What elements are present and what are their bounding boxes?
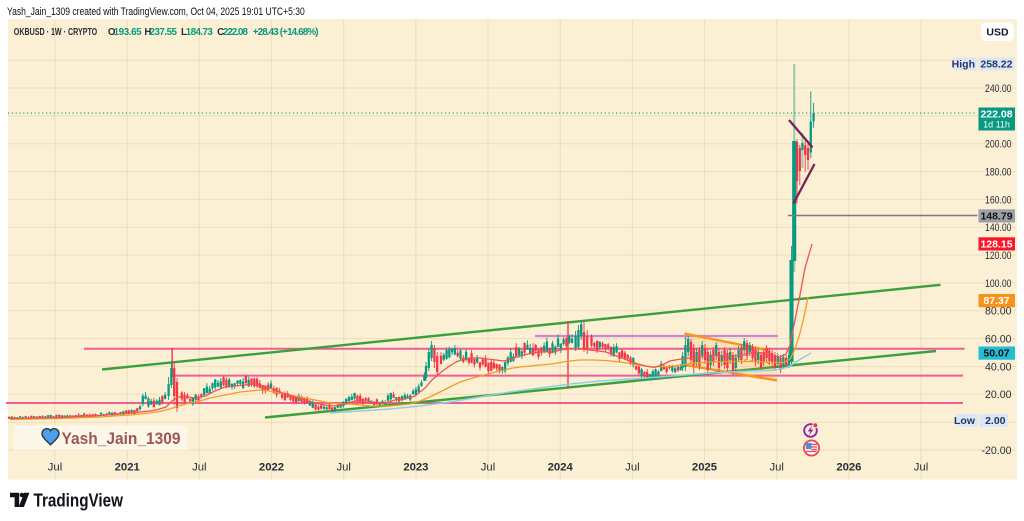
svg-text:Jul: Jul [769,462,783,474]
svg-text:2026: 2026 [836,462,861,474]
svg-text:184.73: 184.73 [186,27,214,38]
svg-text:60.00: 60.00 [985,334,1012,346]
svg-text:50.07: 50.07 [983,348,1009,360]
svg-text:+28.43 (+14.68%): +28.43 (+14.68%) [253,27,319,38]
svg-text:High: High [952,59,975,71]
svg-text:Yash_Jain_1309 created with Tr: Yash_Jain_1309 created with TradingView.… [7,6,305,18]
svg-text:237.55: 237.55 [150,27,178,38]
svg-text:Jul: Jul [336,462,350,474]
svg-text:1d 11h: 1d 11h [983,120,1010,130]
svg-text:240.00: 240.00 [985,83,1012,95]
svg-text:148.79: 148.79 [980,211,1012,223]
svg-text:2022: 2022 [259,462,284,474]
svg-text:222.08: 222.08 [223,27,249,38]
svg-text:2021: 2021 [115,462,140,474]
svg-text:OKBUSD · 1W · CRYPTO: OKBUSD · 1W · CRYPTO [14,27,98,38]
svg-text:Low: Low [954,415,976,427]
svg-text:222.08: 222.08 [980,109,1012,121]
svg-text:87.37: 87.37 [983,295,1009,307]
svg-text:Jul: Jul [914,462,928,474]
svg-text:C: C [217,27,224,38]
svg-text:2.00: 2.00 [985,415,1006,427]
svg-text:200.00: 200.00 [985,139,1012,151]
svg-text:USD: USD [986,26,1009,38]
svg-text:H: H [144,27,151,38]
svg-text:180.00: 180.00 [985,166,1012,178]
svg-text:Yash_Jain_1309: Yash_Jain_1309 [62,429,181,448]
svg-text:L: L [181,27,187,38]
svg-text:2025: 2025 [692,462,717,474]
svg-text:20.00: 20.00 [985,389,1012,401]
svg-text:160.00: 160.00 [985,194,1012,206]
svg-text:80.00: 80.00 [985,306,1012,318]
svg-text:40.00: 40.00 [985,361,1012,373]
svg-text:Jul: Jul [481,462,495,474]
svg-text:Jul: Jul [48,462,62,474]
svg-text:140.00: 140.00 [985,222,1012,234]
svg-text:Jul: Jul [192,462,206,474]
svg-text:128.15: 128.15 [980,239,1012,251]
svg-text:-20.00: -20.00 [982,445,1012,457]
svg-text:2023: 2023 [403,462,428,474]
svg-text:193.65: 193.65 [114,27,143,38]
svg-text:2024: 2024 [548,462,574,474]
svg-text:Jul: Jul [625,462,639,474]
svg-text:100.00: 100.00 [985,278,1012,290]
svg-text:258.22: 258.22 [980,59,1012,71]
svg-text:120.00: 120.00 [985,250,1012,262]
svg-text:O: O [108,27,116,38]
svg-text:TradingView: TradingView [34,490,124,510]
